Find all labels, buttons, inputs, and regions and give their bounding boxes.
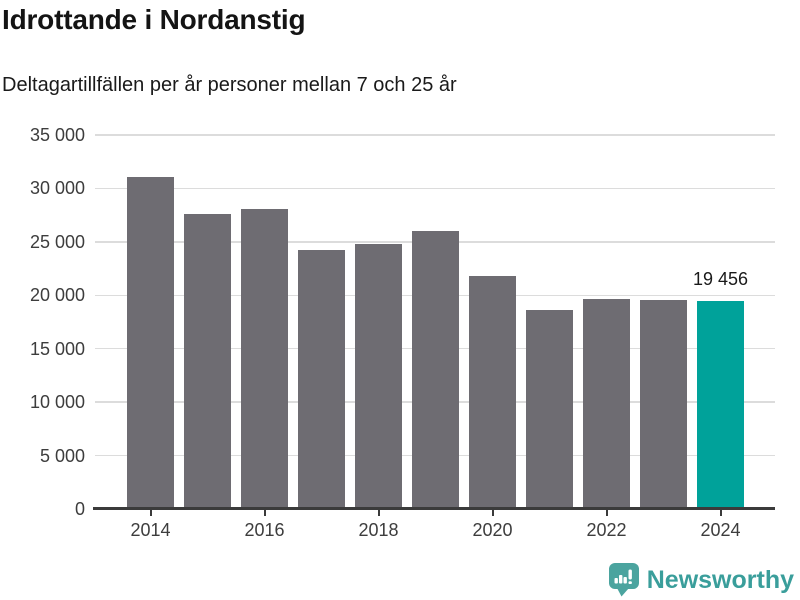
bar-2014 [127,176,174,509]
bar-2016 [241,208,288,509]
x-axis-tick [491,509,494,516]
brand-footer: Newsworthy [608,562,794,597]
y-axis-label: 25 000 [29,231,85,252]
x-axis-label: 2014 [130,520,171,540]
x-axis-tick [605,509,608,516]
x-axis-label: 2022 [586,520,627,540]
bar-2017 [298,250,345,509]
x-axis-label: 2024 [700,520,741,540]
bar-2015 [184,214,231,509]
x-axis-tick [719,509,722,516]
bar-2018 [355,244,402,509]
gridline [95,187,775,190]
plot-area: 19 456 2014 2016 2018 2020 2022 2024 [93,134,775,540]
brand-name: Newsworthy [646,565,794,594]
x-axis-label: 2020 [472,520,513,540]
x-axis-tick [377,509,380,516]
y-axis-label: 35 000 [29,125,85,145]
y-axis-label: 10 000 [29,392,85,413]
y-axis-label: 20 000 [29,285,85,306]
highlight-value-label: 19 456 [692,269,749,290]
newsworthy-logo-icon [608,563,639,597]
bar-2023 [640,299,687,509]
y-axis-label: 0 [74,499,85,519]
y-axis-label: 5 000 [39,445,85,466]
chart-title: Idrottande i Nordanstig [2,4,306,35]
x-axis-line [93,506,775,510]
bar-2022 [583,298,630,509]
y-axis-label: 30 000 [29,178,85,199]
bar-2020 [469,276,516,509]
bar-2021 [526,310,573,509]
x-axis-label: 2018 [358,520,399,540]
bar-2024 [697,301,744,509]
chart-subtitle: Deltagartillfällen per år personer mella… [2,74,457,96]
x-axis-label: 2016 [244,520,285,540]
bar-2019 [412,231,459,509]
y-axis-labels: 0 5 000 10 000 15 000 20 000 25 000 30 000 35 0… [0,125,85,519]
y-axis-label: 15 000 [29,338,85,359]
x-axis-tick [263,509,266,516]
x-axis-tick [149,509,152,516]
gridline [95,134,775,136]
